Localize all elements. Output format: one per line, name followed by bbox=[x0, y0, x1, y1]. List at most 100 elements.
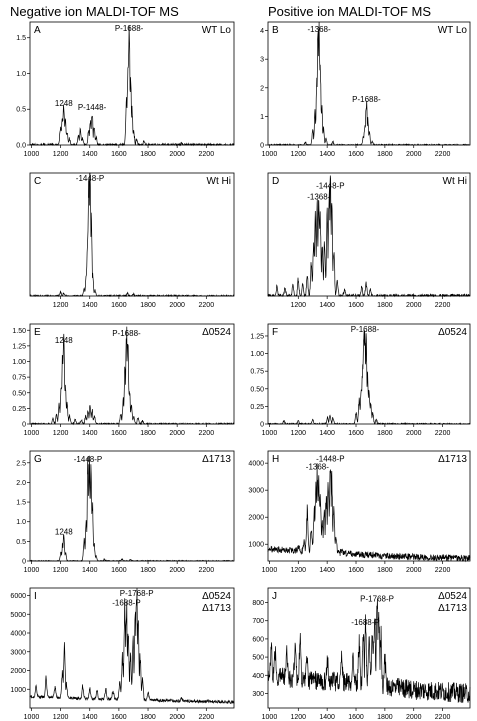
panel-h-xtick-label: 2000 bbox=[406, 567, 422, 574]
panel-c-frame bbox=[29, 172, 235, 297]
panel-i-condition: Δ0524 bbox=[202, 591, 231, 602]
panel-e-xtick-label: 1000 bbox=[24, 430, 40, 437]
panel-g-ytick-label: 2.0 bbox=[16, 480, 26, 487]
panel-a-xtick-label: 2000 bbox=[169, 151, 185, 158]
panel-f-xtick-label: 1000 bbox=[262, 430, 278, 437]
panel-a-peak-label: 1248 bbox=[55, 99, 73, 108]
panel-b-ytick-label: 2 bbox=[260, 85, 264, 92]
panel-a-xtick-label: 1000 bbox=[24, 151, 40, 158]
panel-c-xtick-label: 2200 bbox=[199, 302, 215, 309]
panel-a-peak-label: P-1688- bbox=[115, 24, 144, 33]
panel-h-xtick-label: 2200 bbox=[435, 567, 451, 574]
panel-f-xtick-label: 2000 bbox=[406, 430, 422, 437]
panel-f-frame bbox=[267, 323, 471, 425]
panel-j-condition-line2: Δ1713 bbox=[438, 603, 467, 614]
panel-b-ytick-label: 4 bbox=[260, 28, 264, 35]
panel-c-spectrum bbox=[29, 172, 235, 298]
panel-e-frame bbox=[29, 323, 235, 425]
panel-g-ytick-label: 0 bbox=[22, 559, 26, 566]
panel-e-condition: Δ0524 bbox=[202, 327, 231, 338]
panel-h-xtick-label: 1800 bbox=[377, 567, 393, 574]
panel-i-ytick-label: 1000 bbox=[10, 687, 26, 694]
panel-e-ytick-label: 0.25 bbox=[12, 406, 26, 413]
panel-i-peak-label: P-1768-P bbox=[120, 589, 154, 598]
panel-c-xtick-label: 1800 bbox=[140, 302, 156, 309]
panel-d-frame bbox=[267, 172, 471, 297]
panel-h-ytick-label: 4000 bbox=[248, 461, 264, 468]
panel-d-spectrum bbox=[267, 175, 471, 298]
panel-f-ytick-label: 1.25 bbox=[250, 333, 264, 340]
panel-e-ytick-label: 1.50 bbox=[12, 328, 26, 335]
panel-j-ytick-label: 600 bbox=[252, 636, 264, 643]
panel-e-peak-label: P-1688- bbox=[112, 329, 141, 338]
panel-e-xtick-label: 2200 bbox=[199, 430, 215, 437]
panel-i-xtick-label: 1400 bbox=[82, 714, 98, 721]
panel-h-ytick-label: 3000 bbox=[248, 488, 264, 495]
panel-b-xtick-label: 1800 bbox=[377, 151, 393, 158]
panel-f-letter: F bbox=[272, 327, 278, 338]
panel-i-xtick-label: 2200 bbox=[199, 714, 215, 721]
panel-i-ytick-label: 6000 bbox=[10, 593, 26, 600]
panel-f-ytick-label: 1.00 bbox=[250, 351, 264, 358]
panel-d-xtick-label: 1800 bbox=[377, 302, 393, 309]
panel-j-xtick-label: 1800 bbox=[377, 714, 393, 721]
panel-g-peak-label: -1448-P bbox=[74, 455, 102, 464]
panel-j-ytick-label: 500 bbox=[252, 655, 264, 662]
panel-h-letter: H bbox=[272, 454, 279, 465]
panel-i-ytick-label: 2000 bbox=[10, 668, 26, 675]
panel-i-xtick-label: 1200 bbox=[53, 714, 69, 721]
panel-f-ytick-label: 0.25 bbox=[250, 404, 264, 411]
panel-c-peak-label: -1448-P bbox=[76, 174, 104, 183]
panel-d-xtick-label: 1200 bbox=[291, 302, 307, 309]
panel-h-ytick-label: 2000 bbox=[248, 515, 264, 522]
panel-h-xtick-label: 1600 bbox=[348, 567, 364, 574]
panel-a-letter: A bbox=[34, 25, 41, 36]
panel-a-xtick-label: 1600 bbox=[111, 151, 127, 158]
panel-f-xtick-label: 1400 bbox=[319, 430, 335, 437]
panel-g-xtick-label: 1000 bbox=[24, 567, 40, 574]
panel-i-frame bbox=[29, 587, 235, 709]
panel-c-xtick-label: 1400 bbox=[82, 302, 98, 309]
panel-j-ytick-label: 800 bbox=[252, 600, 264, 607]
panel-a-xtick-label: 1800 bbox=[140, 151, 156, 158]
panel-a-frame bbox=[29, 21, 235, 146]
panel-i-peak-label: -1688-P bbox=[112, 599, 140, 608]
panel-e-letter: E bbox=[34, 327, 41, 338]
panel-a-condition: WT Lo bbox=[202, 25, 232, 36]
panel-g-xtick-label: 2000 bbox=[169, 567, 185, 574]
panel-d-letter: D bbox=[272, 176, 279, 187]
panel-b-xtick-label: 2200 bbox=[435, 151, 451, 158]
panel-h-condition: Δ1713 bbox=[438, 454, 467, 465]
panel-h-peak-label: -1448-P bbox=[316, 455, 344, 464]
panel-h-ytick-label: 1000 bbox=[248, 542, 264, 549]
panel-g-xtick-label: 1200 bbox=[53, 567, 69, 574]
panel-h-xtick-label: 1200 bbox=[291, 567, 307, 574]
panel-b-letter: B bbox=[272, 25, 279, 36]
panel-j-peak-label: -1688-P bbox=[351, 618, 379, 627]
panel-i-xtick-label: 1000 bbox=[24, 714, 40, 721]
panel-b-xtick-label: 1400 bbox=[319, 151, 335, 158]
panel-j-spectrum bbox=[267, 598, 471, 704]
panel-i-ytick-label: 4000 bbox=[10, 631, 26, 638]
panel-c-xtick-label: 1200 bbox=[53, 302, 69, 309]
panel-i-ytick-label: 5000 bbox=[10, 612, 26, 619]
panel-f-ytick-label: 0 bbox=[260, 422, 264, 429]
panel-f-peak-label: P-1688- bbox=[351, 325, 380, 334]
panel-j-xtick-label: 2200 bbox=[435, 714, 451, 721]
panel-b-ytick-label: 3 bbox=[260, 57, 264, 64]
panel-d-condition: Wt Hi bbox=[443, 176, 467, 187]
panel-b-ytick-label: 0 bbox=[260, 143, 264, 150]
panel-d-xtick-label: 1600 bbox=[348, 302, 364, 309]
panel-b-xtick-label: 1000 bbox=[262, 151, 278, 158]
panel-g-spectrum bbox=[29, 455, 234, 562]
panel-b-spectrum bbox=[268, 21, 471, 146]
panel-c-condition: Wt Hi bbox=[207, 176, 231, 187]
panel-e-spectrum bbox=[30, 326, 235, 426]
panel-a-spectrum bbox=[29, 25, 235, 147]
panel-e-ytick-label: 0.75 bbox=[12, 375, 26, 382]
panel-e-ytick-label: 0.50 bbox=[12, 390, 26, 397]
panel-i-xtick-label: 2000 bbox=[169, 714, 185, 721]
panel-j-ytick-label: 400 bbox=[252, 673, 264, 680]
panel-b-peak-label: -1368- bbox=[308, 25, 331, 34]
panel-a-xtick-label: 1400 bbox=[82, 151, 98, 158]
